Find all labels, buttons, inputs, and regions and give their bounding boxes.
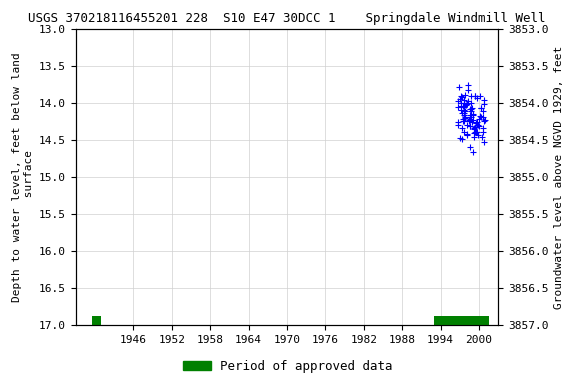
Title: USGS 370218116455201 228  S10 E47 30DCC 1    Springdale Windmill Well: USGS 370218116455201 228 S10 E47 30DCC 1…: [28, 12, 546, 25]
Point: [465, 116, 475, 122]
Point: [466, 93, 475, 99]
Point: [475, 116, 484, 122]
Point: [460, 112, 469, 118]
Point: [471, 124, 480, 131]
Legend: Period of approved data: Period of approved data: [178, 355, 398, 378]
Point: [475, 123, 484, 129]
Point: [457, 107, 466, 113]
Y-axis label: Groundwater level above NGVD 1929, feet: Groundwater level above NGVD 1929, feet: [554, 46, 564, 309]
Point: [471, 93, 480, 99]
Point: [470, 126, 479, 132]
Point: [459, 118, 468, 124]
Point: [456, 136, 465, 142]
Point: [472, 129, 482, 135]
Point: [473, 119, 482, 125]
Point: [480, 97, 489, 103]
Point: [467, 106, 476, 112]
Point: [454, 84, 464, 90]
Point: [464, 117, 473, 123]
Point: [468, 111, 477, 117]
Point: [469, 117, 478, 123]
Point: [458, 125, 467, 131]
Point: [471, 129, 480, 135]
Point: [456, 93, 465, 99]
Point: [473, 132, 483, 138]
Point: [471, 129, 480, 135]
Point: [465, 123, 475, 129]
Point: [467, 114, 476, 120]
Point: [472, 119, 481, 126]
Point: [469, 125, 479, 131]
Y-axis label: Depth to water level, feet below land
 surface: Depth to water level, feet below land su…: [12, 52, 33, 302]
Point: [459, 118, 468, 124]
Point: [481, 117, 490, 123]
Point: [479, 113, 488, 119]
Point: [460, 115, 469, 121]
Point: [478, 129, 487, 136]
Point: [459, 110, 468, 116]
Point: [454, 98, 463, 104]
Point: [457, 110, 467, 116]
Point: [460, 129, 469, 135]
Point: [465, 114, 475, 120]
Point: [468, 112, 478, 118]
Point: [464, 81, 473, 88]
Point: [471, 93, 480, 99]
Point: [458, 94, 467, 100]
Point: [477, 134, 486, 140]
Point: [468, 149, 478, 155]
Point: [476, 93, 485, 99]
Point: [460, 100, 469, 106]
Point: [472, 95, 482, 101]
Point: [453, 118, 463, 124]
Point: [468, 105, 477, 111]
Point: [477, 105, 486, 111]
Point: [465, 106, 475, 112]
Point: [458, 116, 467, 122]
Point: [460, 104, 469, 110]
Point: [453, 122, 462, 128]
Point: [464, 87, 473, 93]
Point: [460, 114, 469, 120]
Point: [466, 100, 475, 106]
Point: [463, 98, 472, 104]
Point: [461, 102, 471, 108]
Point: [459, 106, 468, 113]
Point: [454, 104, 463, 110]
Point: [457, 136, 467, 142]
Point: [456, 96, 465, 103]
Point: [479, 108, 488, 114]
Point: [461, 108, 470, 114]
Point: [462, 132, 471, 139]
Point: [478, 125, 487, 131]
Point: [475, 113, 484, 119]
Point: [460, 92, 469, 98]
Point: [476, 104, 486, 111]
Point: [467, 119, 476, 125]
Point: [473, 122, 482, 128]
Point: [479, 101, 488, 107]
Point: [462, 101, 471, 107]
Point: [480, 139, 489, 145]
Point: [466, 144, 475, 151]
Point: [477, 114, 486, 120]
Point: [469, 130, 479, 136]
Point: [466, 112, 475, 118]
Point: [463, 122, 472, 128]
Point: [459, 97, 468, 103]
Point: [467, 108, 476, 114]
Point: [465, 123, 474, 129]
Point: [479, 118, 488, 124]
Point: [464, 118, 473, 124]
Point: [469, 134, 479, 140]
Point: [462, 131, 471, 137]
Point: [458, 103, 467, 109]
Point: [457, 100, 466, 106]
Point: [456, 103, 465, 109]
